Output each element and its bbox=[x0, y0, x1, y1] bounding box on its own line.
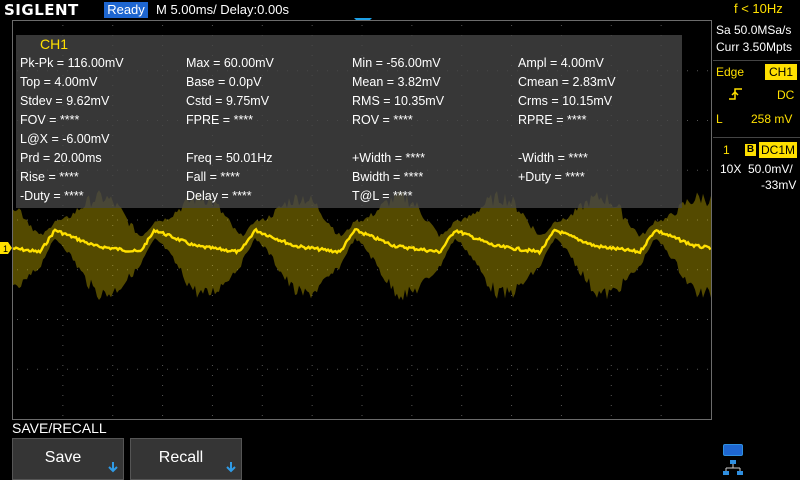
arrow-down-icon bbox=[226, 462, 236, 473]
measurement-value: ROV = **** bbox=[352, 113, 413, 127]
brand-logo: SIGLENT bbox=[4, 1, 79, 19]
arrow-down-icon bbox=[108, 462, 118, 473]
measurement-value: Rise = **** bbox=[20, 170, 79, 184]
measurement-row: Prd = 20.00ms Freq = 50.01Hz +Width = ****… bbox=[16, 151, 682, 169]
trigger-frequency-readout: f < 10Hz bbox=[734, 1, 783, 16]
trigger-level-label: L bbox=[716, 112, 723, 126]
measurement-value: Freq = 50.01Hz bbox=[186, 151, 273, 165]
measurement-value: -Duty = **** bbox=[20, 189, 84, 203]
channel-number: 1 bbox=[723, 143, 730, 157]
sample-rate: Sa 50.0MSa/s bbox=[716, 23, 792, 37]
measurement-row: Stdev = 9.62mV Cstd = 9.75mV RMS = 10.35mV… bbox=[16, 94, 682, 112]
measurement-value: L@X = -6.00mV bbox=[20, 132, 110, 146]
waveform-canvas bbox=[13, 25, 711, 416]
save-button[interactable]: Save bbox=[12, 438, 124, 480]
measurement-value: Mean = 3.82mV bbox=[352, 75, 441, 89]
run-status-badge[interactable]: Ready bbox=[104, 2, 148, 18]
ch1-noise-envelope bbox=[13, 190, 711, 301]
network-icon bbox=[723, 460, 743, 475]
measurement-value: +Duty = **** bbox=[518, 170, 585, 184]
measurement-value: Min = -56.00mV bbox=[352, 56, 441, 70]
measurement-row: -Duty = **** Delay = **** T@L = **** bbox=[16, 189, 682, 207]
measurement-value: Stdev = 9.62mV bbox=[20, 94, 110, 108]
trigger-source[interactable]: CH1 bbox=[765, 64, 797, 80]
probe-attenuation: 10X bbox=[720, 162, 742, 176]
measurement-value: Fall = **** bbox=[186, 170, 240, 184]
menu-title: SAVE/RECALL bbox=[12, 420, 107, 436]
measurement-value: T@L = **** bbox=[352, 189, 413, 203]
top-status-bar: SIGLENT Ready M 5.00ms/ Delay:0.00s f < … bbox=[0, 0, 800, 20]
measurement-row: Top = 4.00mV Base = 0.0pV Mean = 3.82mV Cme… bbox=[16, 75, 682, 93]
measurement-panel: CH1 Pk-Pk = 116.00mV Max = 60.00mV Min = -… bbox=[16, 35, 682, 208]
measurement-value: Delay = **** bbox=[186, 189, 252, 203]
measurement-value: Prd = 20.00ms bbox=[20, 151, 102, 165]
measurement-value: Max = 60.00mV bbox=[186, 56, 274, 70]
channel-info-bar[interactable]: 1 B DC1M bbox=[713, 142, 800, 158]
recall-button-label: Recall bbox=[158, 449, 204, 466]
measurement-value: +Width = **** bbox=[352, 151, 425, 165]
measurement-value: FOV = **** bbox=[20, 113, 80, 127]
measurement-row: Rise = **** Fall = **** Bwidth = **** +Duty… bbox=[16, 170, 682, 188]
measurement-channel-title: CH1 bbox=[40, 36, 69, 52]
measurement-row: Pk-Pk = 116.00mV Max = 60.00mV Min = -56.0… bbox=[16, 56, 682, 74]
measurement-value: Base = 0.0pV bbox=[186, 75, 262, 89]
right-info-panel: Sa 50.0MSa/s Curr 3.50Mpts Edge CH1 DC L… bbox=[713, 20, 800, 480]
measurement-value: Bwidth = **** bbox=[352, 170, 424, 184]
trigger-level[interactable]: 258 mV bbox=[751, 112, 793, 126]
recall-button[interactable]: Recall bbox=[130, 438, 242, 480]
ch1-trace bbox=[13, 227, 711, 256]
measurement-value: Cstd = 9.75mV bbox=[186, 94, 270, 108]
divider bbox=[713, 60, 800, 61]
svg-text:1: 1 bbox=[3, 244, 8, 254]
measurement-value: Cmean = 2.83mV bbox=[518, 75, 616, 89]
measurement-value: Pk-Pk = 116.00mV bbox=[20, 56, 124, 70]
measurement-row: L@X = -6.00mV bbox=[16, 132, 682, 150]
vertical-offset[interactable]: -33mV bbox=[761, 178, 797, 192]
measurement-value: Ampl = 4.00mV bbox=[518, 56, 604, 70]
volts-per-div[interactable]: 50.0mV/ bbox=[748, 162, 793, 176]
measurement-value: Crms = 10.15mV bbox=[518, 94, 613, 108]
ch1-offset-marker[interactable]: 1 bbox=[0, 242, 12, 254]
measurement-value: Top = 4.00mV bbox=[20, 75, 98, 89]
rising-edge-icon bbox=[729, 88, 742, 100]
trigger-coupling[interactable]: DC bbox=[777, 88, 795, 102]
measurement-value: FPRE = **** bbox=[186, 113, 254, 127]
memory-depth: Curr 3.50Mpts bbox=[716, 40, 793, 54]
usb-icon bbox=[723, 444, 743, 456]
divider bbox=[713, 137, 800, 138]
measurement-value: RPRE = **** bbox=[518, 113, 587, 127]
timebase-readout[interactable]: M 5.00ms/ Delay:0.00s bbox=[156, 2, 289, 17]
save-button-label: Save bbox=[44, 449, 82, 466]
measurement-value: -Width = **** bbox=[518, 151, 588, 165]
bandwidth-limit-badge: B bbox=[745, 144, 756, 156]
trigger-type[interactable]: Edge bbox=[716, 65, 745, 79]
measurement-row: FOV = **** FPRE = **** ROV = **** RPRE = **… bbox=[16, 113, 682, 131]
measurement-value: RMS = 10.35mV bbox=[352, 94, 445, 108]
channel-coupling: DC1M bbox=[759, 142, 797, 158]
